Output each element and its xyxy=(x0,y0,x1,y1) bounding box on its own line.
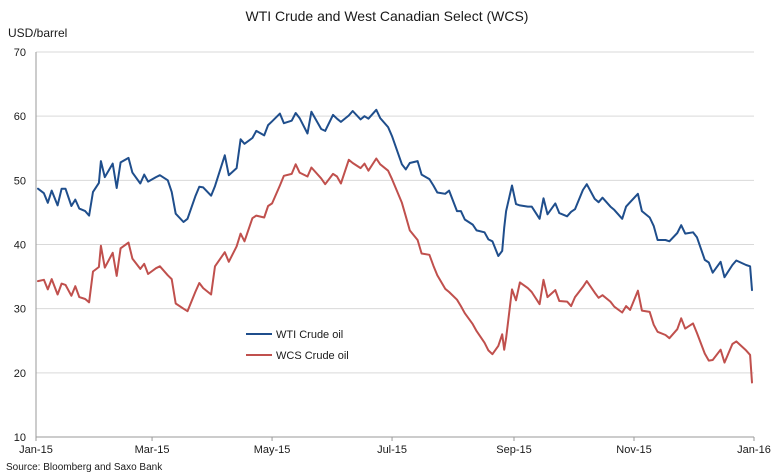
x-tick-label: Mar-15 xyxy=(135,444,170,456)
y-tick-label: 50 xyxy=(14,175,26,187)
x-tick-label: Jul-15 xyxy=(377,444,407,456)
series-line-wti xyxy=(37,108,753,292)
x-tick-label: Nov-15 xyxy=(616,444,651,456)
legend: WTI Crude oil WCS Crude oil xyxy=(246,329,349,362)
legend-label-wti: WTI Crude oil xyxy=(276,329,343,341)
source-note: Source: Bloomberg and Saxo Bank xyxy=(6,462,163,473)
gridlines xyxy=(36,51,754,374)
x-tick-label: Sep-15 xyxy=(496,444,531,456)
y-tick-label: 60 xyxy=(14,111,26,123)
series-line-wcs xyxy=(37,157,753,384)
y-tick-label: 10 xyxy=(14,432,26,444)
x-tick-label: Jan-15 xyxy=(19,444,53,456)
x-tick-labels: Jan-15 Mar-15 May-15 Jul-15 Sep-15 Nov-15 Jan-… xyxy=(19,444,771,456)
y-tick-label: 70 xyxy=(14,47,26,59)
legend-label-wcs: WCS Crude oil xyxy=(276,350,349,362)
chart-title: WTI Crude and West Canadian Select (WCS) xyxy=(246,8,529,24)
x-tick-label: Jan-16 xyxy=(737,444,771,456)
y-unit-label: USD/barrel xyxy=(8,26,67,40)
y-tick-label: 20 xyxy=(14,368,26,380)
y-tick-label: 30 xyxy=(14,304,26,316)
x-tick-label: May-15 xyxy=(254,444,291,456)
y-tick-label: 40 xyxy=(14,240,26,252)
axes xyxy=(35,52,755,441)
series-lines xyxy=(37,108,753,384)
y-tick-labels: 10 20 30 40 50 60 70 xyxy=(14,47,26,444)
